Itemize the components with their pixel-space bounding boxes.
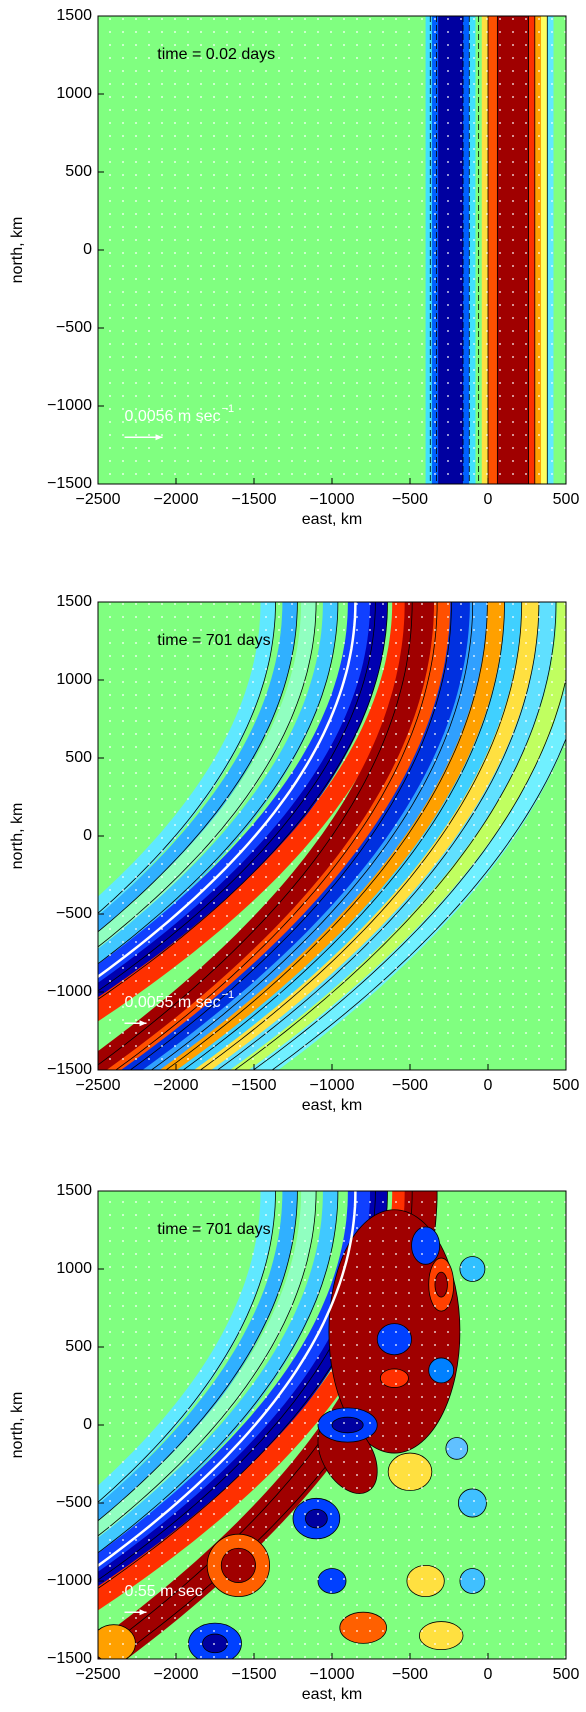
vector-scale-label: 0.0056 m sec: [125, 408, 221, 425]
time-annotation: time = 0.02 days: [157, 46, 275, 63]
x-tick-label: −500: [392, 1077, 428, 1094]
vector-field: [98, 1191, 566, 1659]
y-tick-label: 500: [65, 163, 92, 180]
vector-scale-exponent: −1: [222, 403, 235, 415]
x-axis-label: east, km: [302, 1686, 362, 1703]
y-tick-label: −1500: [47, 1650, 92, 1667]
vector-scale-label: 0.55 m sec: [125, 1583, 203, 1600]
x-tick-label: −2000: [154, 491, 199, 508]
x-tick-label: −1500: [232, 1666, 277, 1683]
x-tick-label: 0: [484, 491, 493, 508]
y-tick-label: −1000: [47, 397, 92, 414]
contour-field: [98, 1191, 566, 1659]
y-axis-label: north, km: [9, 217, 26, 284]
x-axis-label: east, km: [302, 511, 362, 528]
x-axis-label: east, km: [302, 1097, 362, 1114]
y-tick-label: 1000: [56, 671, 92, 688]
y-tick-label: 1000: [56, 85, 92, 102]
x-tick-label: −2000: [154, 1077, 199, 1094]
y-tick-label: 0: [83, 827, 92, 844]
x-tick-label: −1500: [232, 1077, 277, 1094]
x-tick-label: −2500: [76, 1077, 121, 1094]
panel: −2500 −2000 −1500 −1000 −500 0 500−1500−1000−5…: [9, 593, 580, 1114]
x-tick-label: −2500: [76, 491, 121, 508]
time-annotation: time = 701 days: [157, 632, 270, 649]
y-axis-label: north, km: [9, 803, 26, 870]
vector-scale-arrowhead: [155, 434, 163, 441]
y-tick-label: −500: [56, 319, 92, 336]
y-tick-label: −1000: [47, 983, 92, 1000]
x-tick-label: 500: [553, 491, 580, 508]
x-tick-label: 0: [484, 1666, 493, 1683]
y-tick-label: 0: [83, 1416, 92, 1433]
y-axis-label: north, km: [9, 1392, 26, 1459]
vector-scale-arrowhead: [139, 1020, 147, 1027]
y-tick-label: 1500: [56, 593, 92, 610]
x-tick-label: −2500: [76, 1666, 121, 1683]
x-tick-label: 0: [484, 1077, 493, 1094]
x-tick-label: −1000: [310, 1077, 355, 1094]
contour-field: [98, 602, 566, 1070]
panel: −2500 −2000 −1500 −1000 −500 0 500 −1500 −1000 −5…: [9, 1182, 580, 1703]
y-tick-label: −1500: [47, 1061, 92, 1078]
contour-field: [98, 16, 566, 484]
vector-scale-label: 0.0055 m sec: [125, 994, 221, 1011]
y-tick-label: −1000: [47, 1572, 92, 1589]
vector-scale-arrowhead: [139, 1609, 147, 1616]
y-tick-label: 500: [65, 749, 92, 766]
y-tick-label: 1500: [56, 7, 92, 24]
x-tick-label: −1000: [310, 1666, 355, 1683]
y-tick-label: 1500: [56, 1182, 92, 1199]
y-tick-label: −500: [56, 905, 92, 922]
y-tick-label: −500: [56, 1494, 92, 1511]
panel: −2500 −2000 −1500 −1000 −500 0 500−1500−1000−5…: [9, 7, 579, 528]
x-tick-label: −1000: [310, 491, 355, 508]
y-tick-label: 1000: [56, 1260, 92, 1277]
vector-scale-exponent: −1: [222, 989, 235, 1001]
y-tick-label: 500: [65, 1338, 92, 1355]
vector-field: [98, 16, 566, 484]
y-tick-label: −1500: [47, 475, 92, 492]
x-tick-label: −2000: [154, 1666, 199, 1683]
x-tick-label: −500: [392, 491, 428, 508]
x-tick-label: 500: [553, 1666, 580, 1683]
y-tick-label: 0: [83, 241, 92, 258]
vector-field: [98, 602, 566, 1070]
x-tick-label: −500: [392, 1666, 428, 1683]
time-annotation: time = 701 days: [157, 1221, 270, 1238]
x-tick-label: −1500: [232, 491, 277, 508]
x-tick-label: 500: [553, 1077, 580, 1094]
